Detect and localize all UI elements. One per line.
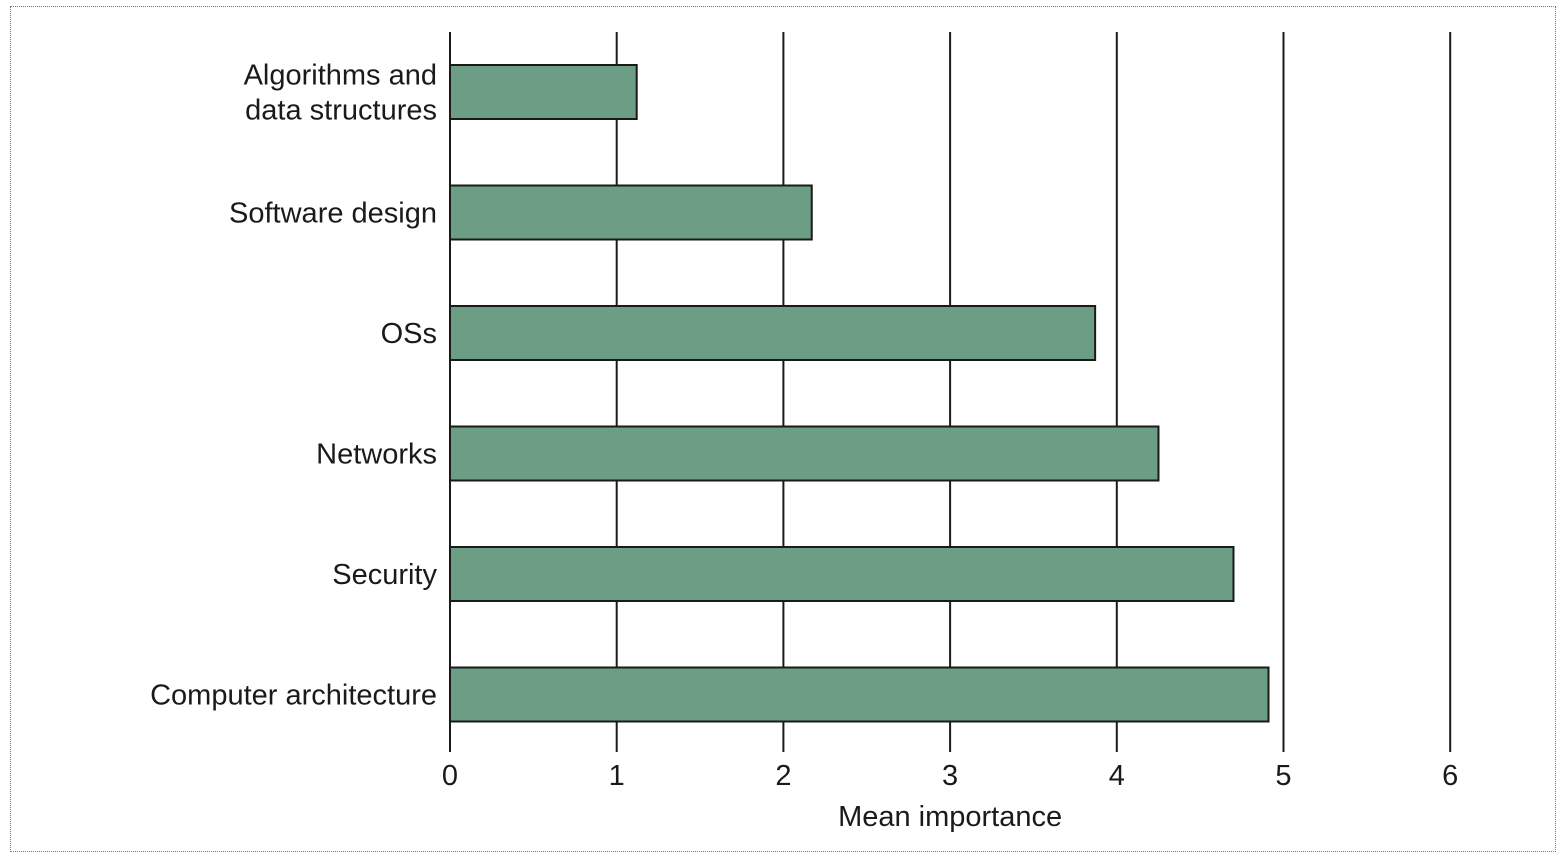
bar-1 <box>449 184 813 241</box>
x-tick-labels: 0 1 2 3 4 5 6 <box>442 760 1458 792</box>
category-labels: Algorithms and data structures Software de… <box>150 60 437 712</box>
bar-5 <box>449 666 1270 723</box>
x-tick-label-1: 1 <box>609 760 625 792</box>
bar-3 <box>449 425 1160 482</box>
x-axis-title: Mean importance <box>838 801 1062 833</box>
category-label-1: Software design <box>229 198 437 230</box>
bar-4 <box>449 546 1235 602</box>
gridlines <box>449 32 1452 752</box>
category-label-4: Security <box>332 559 437 591</box>
bar-0 <box>449 64 638 120</box>
category-label-5: Computer architecture <box>150 680 437 712</box>
bar-2 <box>449 305 1097 361</box>
x-tick-label-0: 0 <box>442 760 458 792</box>
bars <box>449 64 1270 723</box>
category-label-0: Algorithms and data structures <box>244 60 437 127</box>
category-label-3: Networks <box>316 439 437 471</box>
x-tick-label-3: 3 <box>942 760 958 792</box>
figure-frame <box>10 6 1556 852</box>
x-tick-label-6: 6 <box>1442 760 1458 792</box>
x-tick-label-2: 2 <box>775 760 791 792</box>
x-tick-label-4: 4 <box>1109 760 1125 792</box>
category-label-2: OSs <box>381 318 437 350</box>
x-tick-label-5: 5 <box>1275 760 1291 792</box>
